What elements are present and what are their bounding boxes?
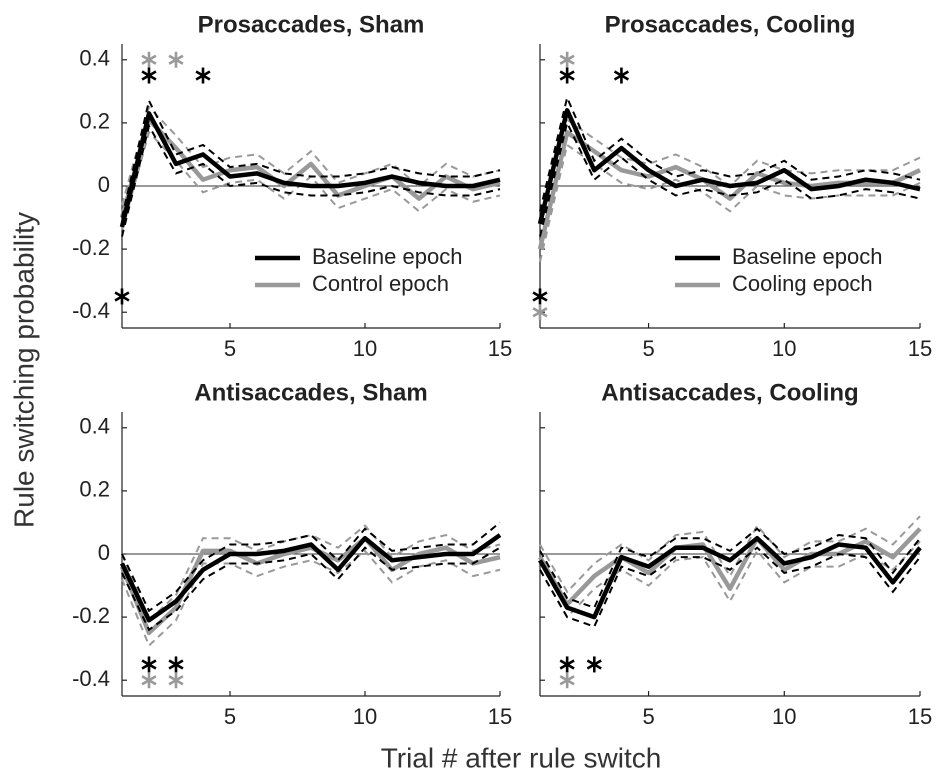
significance-marker: [141, 67, 157, 84]
y-tick-label: 0: [98, 172, 110, 197]
x-tick-label: 15: [908, 704, 932, 729]
significance-marker: [559, 67, 575, 84]
panel-title: Prosaccades, Sham: [198, 11, 425, 38]
y-tick-label: -0.4: [72, 298, 110, 323]
error-bound: [539, 546, 921, 628]
significance-marker: [141, 51, 157, 68]
significance-marker: [141, 656, 157, 673]
significance-marker: [195, 67, 211, 84]
significance-marker: [586, 656, 602, 673]
legend-label: Baseline epoch: [732, 244, 882, 269]
y-tick-label: 0.4: [79, 414, 110, 439]
significance-marker: [532, 288, 548, 305]
panel-title: Antisaccades, Cooling: [601, 379, 858, 406]
panel-title: Prosaccades, Cooling: [605, 11, 856, 38]
series-line: [537, 108, 921, 225]
error-bound: [539, 94, 921, 212]
legend-label: Cooling epoch: [732, 271, 873, 296]
significance-marker: [559, 656, 575, 673]
x-tick-label: 10: [353, 704, 377, 729]
error-bound: [539, 119, 921, 237]
y-tick-label: -0.4: [72, 666, 110, 691]
series-line: [119, 111, 501, 228]
y-tick-label: -0.2: [72, 235, 110, 260]
error-bound: [539, 527, 921, 609]
y-axis-label: Rule switching probability: [8, 212, 39, 528]
error-bound: [121, 123, 501, 237]
legend-label: Baseline epoch: [312, 244, 462, 269]
series-line: [119, 117, 501, 219]
significance-marker: [168, 51, 184, 68]
significance-marker: [114, 288, 130, 305]
legend-label: Control epoch: [312, 271, 449, 296]
x-tick-label: 5: [642, 704, 654, 729]
error-bound: [121, 97, 501, 218]
error-bound: [121, 105, 501, 206]
x-axis-label: Trial # after rule switch: [381, 742, 662, 773]
significance-marker: [168, 656, 184, 673]
x-tick-label: 10: [772, 336, 796, 361]
y-tick-label: 0.2: [79, 109, 110, 134]
series-line: [119, 533, 502, 623]
error-bound: [121, 521, 501, 613]
panel-title: Antisaccades, Sham: [194, 379, 427, 406]
x-tick-label: 10: [353, 336, 377, 361]
x-tick-label: 10: [772, 704, 796, 729]
x-tick-label: 15: [488, 336, 512, 361]
significance-marker: [559, 51, 575, 68]
series-line: [538, 535, 922, 620]
error-bound: [539, 143, 921, 262]
significance-marker: [141, 672, 157, 689]
x-tick-label: 15: [908, 336, 932, 361]
y-tick-label: -0.2: [72, 603, 110, 628]
significance-marker: [613, 67, 630, 84]
series-line: [537, 130, 921, 250]
significance-marker: [168, 672, 184, 689]
x-tick-label: 15: [488, 704, 512, 729]
y-tick-label: 0.2: [79, 477, 110, 502]
significance-marker: [559, 672, 575, 689]
significance-marker: [532, 304, 548, 321]
y-tick-label: 0.4: [79, 46, 110, 71]
x-tick-label: 5: [224, 704, 236, 729]
series-line: [538, 527, 922, 607]
error-bound: [121, 546, 501, 632]
x-tick-label: 5: [642, 336, 654, 361]
y-tick-label: 0: [98, 540, 110, 565]
x-tick-label: 5: [224, 336, 236, 361]
